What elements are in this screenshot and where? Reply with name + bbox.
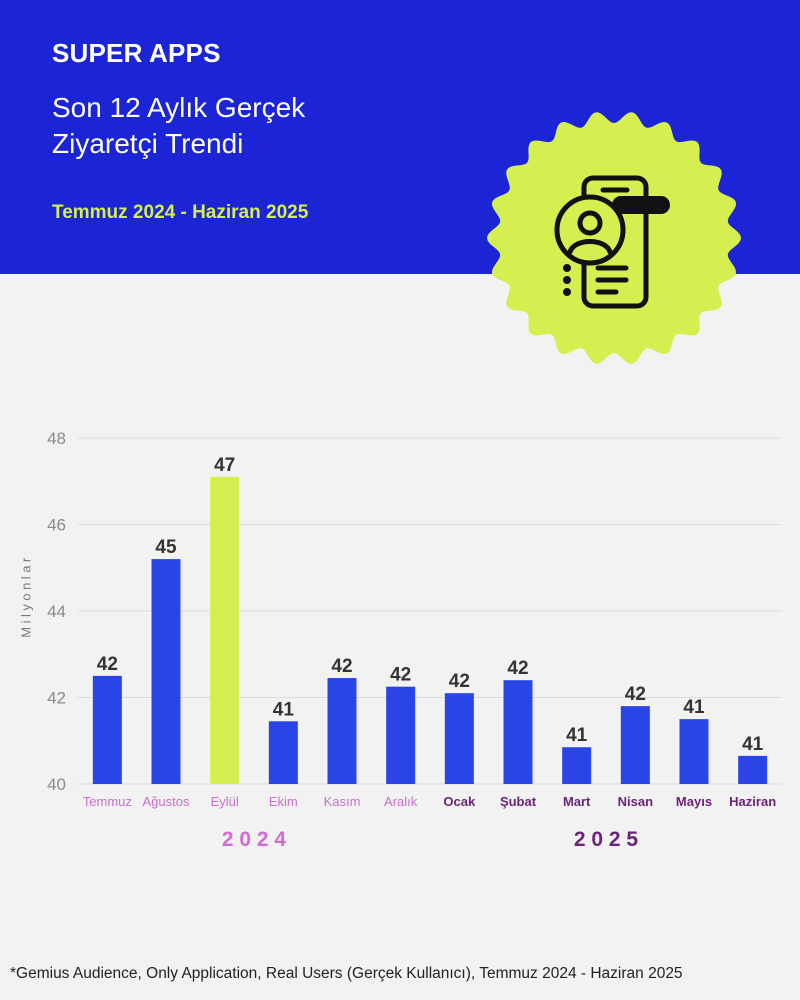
subtitle-line-1: Son 12 Aylık Gerçek (52, 92, 306, 123)
bar (444, 693, 474, 784)
x-tick-label: Mayıs (676, 794, 712, 809)
data-label: 41 (742, 734, 764, 755)
data-label: 42 (331, 656, 352, 677)
x-tick-label: Haziran (729, 794, 776, 809)
y-tick-label: 46 (47, 516, 66, 535)
data-label: 42 (507, 658, 528, 679)
bar (268, 721, 298, 784)
y-tick-label: 40 (47, 775, 66, 794)
data-label: 41 (683, 697, 705, 718)
bar (562, 747, 592, 784)
bar (92, 675, 122, 784)
x-tick-label: Ocak (443, 794, 476, 809)
source-footnote: *Gemius Audience, Only Application, Real… (10, 965, 683, 982)
y-tick-label: 44 (47, 602, 66, 621)
data-label: 41 (566, 725, 588, 746)
data-label: 47 (214, 455, 235, 476)
bar (386, 686, 416, 784)
data-label: 41 (273, 699, 295, 720)
badge-seal (487, 112, 741, 364)
bar (210, 476, 240, 784)
data-label: 42 (625, 684, 646, 705)
bar (738, 755, 768, 784)
mobile-user-profile-icon (554, 175, 649, 309)
bar (620, 706, 650, 784)
x-tick-label: Nisan (618, 794, 653, 809)
x-tick-label: Eylül (211, 794, 239, 809)
x-tick-label: Mart (563, 794, 591, 809)
x-tick-label: Ekim (269, 794, 298, 809)
brand-title: SUPER APPS (52, 38, 221, 68)
data-label: 42 (390, 665, 411, 686)
x-tick-label: Temmuz (83, 794, 132, 809)
data-label: 42 (97, 654, 118, 675)
x-tick-label: Şubat (500, 794, 537, 809)
subtitle-line-2: Ziyaretçi Trendi (52, 128, 244, 159)
data-label: 42 (449, 671, 470, 692)
year-label: 2 0 2 5 (574, 828, 639, 851)
data-label: 45 (155, 537, 177, 558)
y-tick-label: 42 (47, 689, 66, 708)
x-tick-label: Kasım (324, 794, 361, 809)
x-tick-label: Ağustos (143, 794, 190, 809)
period-label: Temmuz 2024 - Haziran 2025 (52, 202, 309, 223)
bar (151, 559, 181, 784)
page-subtitle: Son 12 Aylık Gerçek Ziyaretçi Trendi (52, 90, 412, 162)
year-label: 2 0 2 4 (222, 828, 287, 851)
bar (503, 680, 533, 784)
bar (679, 719, 709, 784)
bar (327, 678, 357, 784)
bar-chart: 40 42 44 46 48 42 45 47 41 42 42 42 42 41 42 41 41 Temmuz… (47, 429, 782, 851)
x-tick-label: Aralık (384, 794, 418, 809)
badge-pill (612, 196, 670, 214)
y-tick-label: 48 (47, 429, 66, 448)
